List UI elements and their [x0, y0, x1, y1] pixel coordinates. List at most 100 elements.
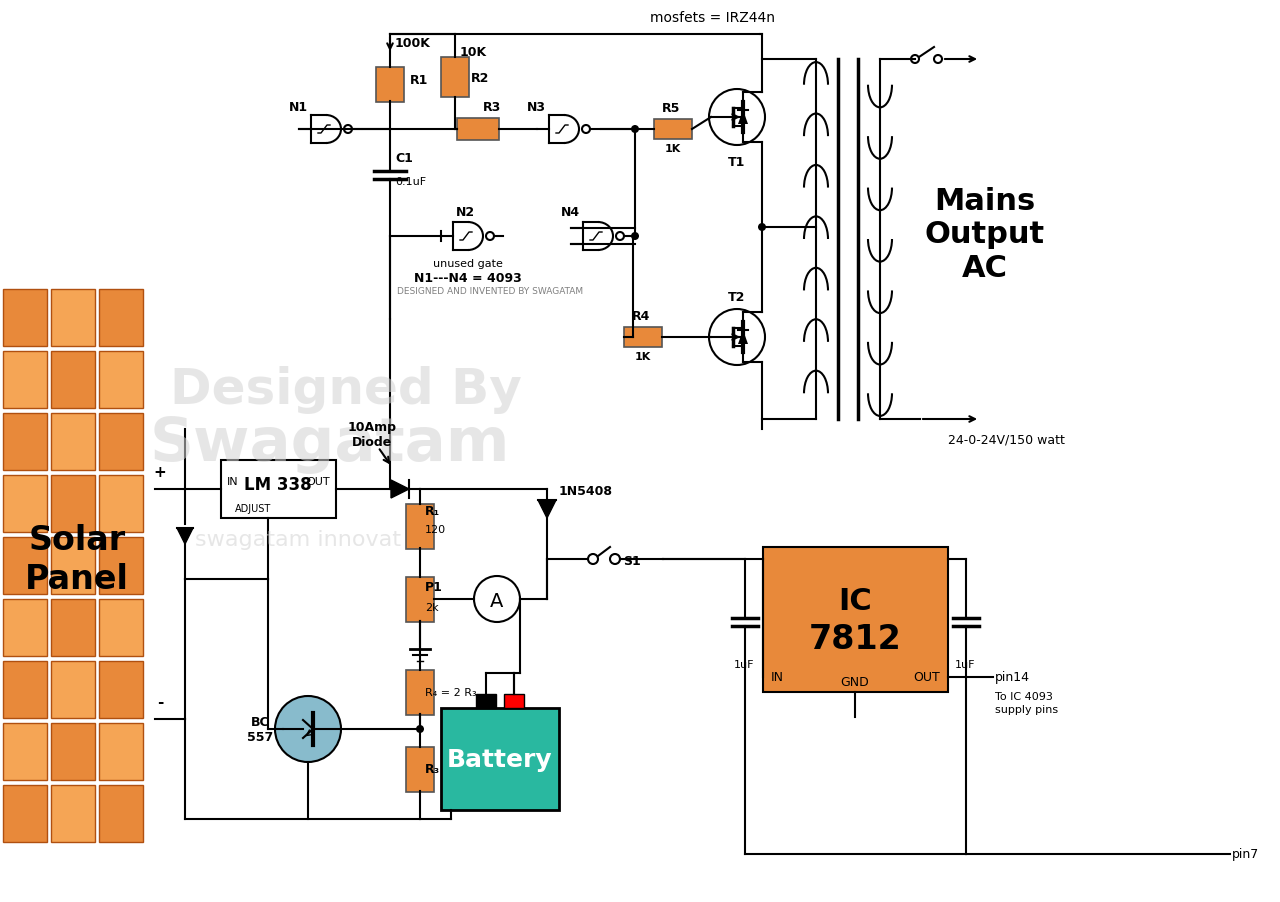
Circle shape [611, 555, 620, 565]
Text: S1: S1 [623, 555, 641, 568]
Text: DESIGNED AND INVENTED BY SWAGATAM: DESIGNED AND INVENTED BY SWAGATAM [397, 287, 584, 296]
Bar [457, 119, 499, 141]
Circle shape [474, 576, 520, 622]
Text: R1: R1 [410, 73, 429, 87]
Text: Battery: Battery [447, 747, 553, 771]
Circle shape [344, 126, 352, 133]
Bar [406, 577, 434, 621]
Text: IN: IN [227, 476, 238, 486]
Text: OUT: OUT [913, 670, 940, 683]
Bar [3, 723, 47, 780]
Bar [406, 747, 434, 792]
Bar [406, 504, 434, 549]
Text: pin14: pin14 [995, 670, 1029, 683]
Bar [99, 723, 143, 780]
Bar [504, 695, 524, 708]
Bar [3, 290, 47, 346]
Circle shape [275, 696, 340, 762]
Polygon shape [739, 111, 748, 124]
Bar [51, 661, 95, 718]
Text: N1---N4 = 4093: N1---N4 = 4093 [415, 272, 522, 285]
Text: R₃: R₃ [425, 763, 440, 776]
Polygon shape [538, 501, 556, 519]
Text: OUT: OUT [306, 476, 329, 486]
Bar [51, 599, 95, 657]
Bar [99, 785, 143, 842]
Bar [3, 661, 47, 718]
Bar [442, 58, 468, 98]
Text: Mains
Output
AC: Mains Output AC [925, 187, 1044, 283]
Circle shape [631, 233, 639, 241]
Text: Designed By: Designed By [170, 365, 522, 413]
Circle shape [911, 56, 919, 64]
Bar [51, 785, 95, 842]
Bar [654, 120, 692, 140]
Bar [99, 599, 143, 657]
Bar [376, 68, 404, 103]
Circle shape [934, 56, 942, 64]
Bar [51, 538, 95, 594]
Text: R5: R5 [662, 102, 680, 115]
Text: 10K: 10K [460, 45, 488, 59]
Text: 1K: 1K [635, 352, 652, 362]
Bar [442, 708, 559, 810]
Text: GND: GND [841, 676, 869, 688]
Text: IN: IN [771, 670, 783, 683]
Text: To IC 4093: To IC 4093 [995, 692, 1052, 702]
Text: 24-0-24V/150 watt: 24-0-24V/150 watt [948, 433, 1065, 446]
Text: R2: R2 [471, 71, 489, 85]
Text: R4: R4 [632, 309, 650, 323]
Circle shape [616, 233, 625, 241]
Bar [3, 352, 47, 409]
Circle shape [758, 224, 765, 232]
Text: IC: IC [838, 587, 872, 616]
Text: 0.1uF: 0.1uF [396, 177, 426, 187]
Text: T1: T1 [728, 156, 746, 169]
Text: mosfets = IRZ44n: mosfets = IRZ44n [650, 11, 774, 25]
Text: N3: N3 [526, 101, 545, 114]
Text: supply pins: supply pins [995, 704, 1057, 714]
Text: 7812: 7812 [809, 622, 901, 656]
Bar [51, 723, 95, 780]
Text: 2k: 2k [425, 603, 439, 612]
Bar [99, 475, 143, 532]
Text: 1uF: 1uF [955, 659, 975, 669]
Bar [99, 352, 143, 409]
Text: P1: P1 [425, 581, 443, 594]
Text: R3: R3 [483, 101, 502, 114]
Circle shape [416, 725, 424, 733]
Text: +: + [154, 465, 166, 480]
Text: R₁: R₁ [425, 505, 440, 518]
Bar [51, 352, 95, 409]
Text: R₄ = 2 R₃: R₄ = 2 R₃ [425, 687, 476, 697]
Circle shape [486, 233, 494, 241]
Bar [3, 785, 47, 842]
Text: 100K: 100K [396, 37, 431, 50]
Bar [3, 413, 47, 471]
Polygon shape [177, 529, 193, 545]
Circle shape [631, 126, 639, 133]
Text: LM 338: LM 338 [244, 475, 312, 493]
Bar [3, 475, 47, 532]
Bar [763, 547, 947, 692]
Bar [99, 413, 143, 471]
Text: 1uF: 1uF [735, 659, 755, 669]
Text: ADJUST: ADJUST [234, 503, 271, 513]
Bar [99, 661, 143, 718]
Bar [51, 475, 95, 532]
Text: 120: 120 [425, 524, 447, 534]
Bar [406, 670, 434, 714]
Text: N1: N1 [288, 101, 307, 114]
Bar [625, 327, 662, 347]
Bar [99, 290, 143, 346]
Text: N2: N2 [456, 206, 475, 219]
Circle shape [709, 90, 765, 146]
Text: -: - [157, 695, 163, 709]
Text: C1: C1 [396, 152, 413, 164]
Bar [51, 290, 95, 346]
Text: BC
557: BC 557 [247, 715, 273, 743]
Circle shape [582, 126, 590, 133]
Circle shape [588, 555, 598, 565]
Polygon shape [739, 331, 748, 345]
Text: unused gate: unused gate [433, 259, 503, 269]
